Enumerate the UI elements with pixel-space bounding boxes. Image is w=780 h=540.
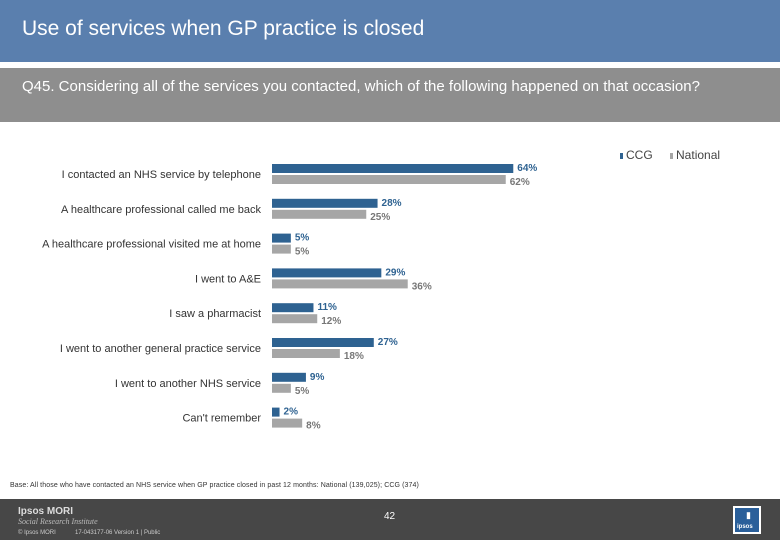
category-label: Can't remember: [182, 413, 261, 425]
bar-ccg: [272, 268, 382, 278]
category-label: I went to another NHS service: [115, 378, 261, 390]
ipsos-mori-logo: Ipsos MORI: [18, 506, 74, 517]
bar-national: [272, 175, 506, 184]
value-label-ccg: 5%: [295, 233, 310, 244]
category-label: A healthcare professional called me back: [61, 204, 261, 216]
legend-label-ccg: CCG: [626, 148, 653, 162]
bar-ccg: [272, 407, 280, 417]
legend-swatch-ccg: [620, 152, 623, 159]
copyright-text: © Ipsos MORI: [18, 530, 56, 536]
bar-national: [272, 209, 367, 219]
bar-ccg: [272, 303, 314, 313]
title-bar: Use of services when GP practice is clos…: [0, 0, 780, 62]
bar-national: [272, 244, 291, 254]
category-label: I went to another general practice servi…: [60, 343, 261, 355]
category-label: A healthcare professional visited me at …: [42, 239, 261, 251]
bar-ccg: [272, 338, 374, 347]
chart-legend: CCG National: [620, 148, 734, 162]
legend-item-ccg: CCG: [620, 148, 653, 162]
bar-national: [272, 349, 340, 358]
ipsos-corner-logo: ▮ ipsos: [733, 506, 761, 534]
bar-national: [272, 383, 291, 393]
value-label-ccg: 2%: [284, 407, 299, 418]
value-label-ccg: 9%: [310, 372, 325, 383]
bar-national: [272, 418, 303, 428]
bar-ccg: [272, 372, 306, 382]
logo-mark-icon: ▮: [746, 510, 751, 520]
page-number: 42: [384, 511, 396, 522]
bar-chart: I contacted an NHS service by telephone 6…: [42, 163, 537, 432]
legend-item-national: National: [670, 148, 720, 162]
footer: Ipsos MORI Social Research Institute © I…: [0, 499, 780, 540]
bar-ccg: [272, 233, 291, 243]
page-title: Use of services when GP practice is clos…: [22, 17, 425, 40]
corner-logo-text: ipsos: [737, 524, 753, 530]
bar-ccg: [272, 164, 514, 173]
bar-national: [272, 314, 318, 324]
value-label-ccg: 64%: [517, 163, 537, 174]
value-label-ccg: 28%: [382, 198, 402, 209]
value-label-national: 62%: [510, 177, 530, 188]
base-note: Base: All those who have contacted an NH…: [10, 482, 419, 489]
value-label-ccg: 29%: [385, 267, 405, 278]
job-reference: 17-043177-06 Version 1 | Public: [75, 530, 161, 536]
value-label-national: 36%: [412, 281, 432, 292]
value-label-national: 5%: [295, 247, 310, 258]
category-label: I saw a pharmacist: [169, 308, 261, 320]
value-label-ccg: 11%: [317, 302, 337, 313]
value-label-national: 5%: [295, 386, 310, 397]
institute-name: Social Research Institute: [18, 517, 98, 526]
value-label-ccg: 27%: [378, 337, 398, 348]
value-label-national: 25%: [370, 212, 390, 223]
value-label-national: 12%: [321, 316, 341, 327]
category-label: I went to A&E: [195, 273, 261, 285]
value-label-national: 18%: [344, 351, 364, 362]
legend-label-national: National: [676, 148, 721, 162]
value-label-national: 8%: [306, 421, 321, 432]
question-text: Q45. Considering all of the services you…: [22, 78, 700, 95]
bar-national: [272, 279, 408, 289]
bar-ccg: [272, 198, 378, 208]
category-label: I contacted an NHS service by telephone: [62, 169, 261, 181]
question-bar: Q45. Considering all of the services you…: [0, 68, 780, 122]
legend-swatch-national: [670, 152, 674, 159]
